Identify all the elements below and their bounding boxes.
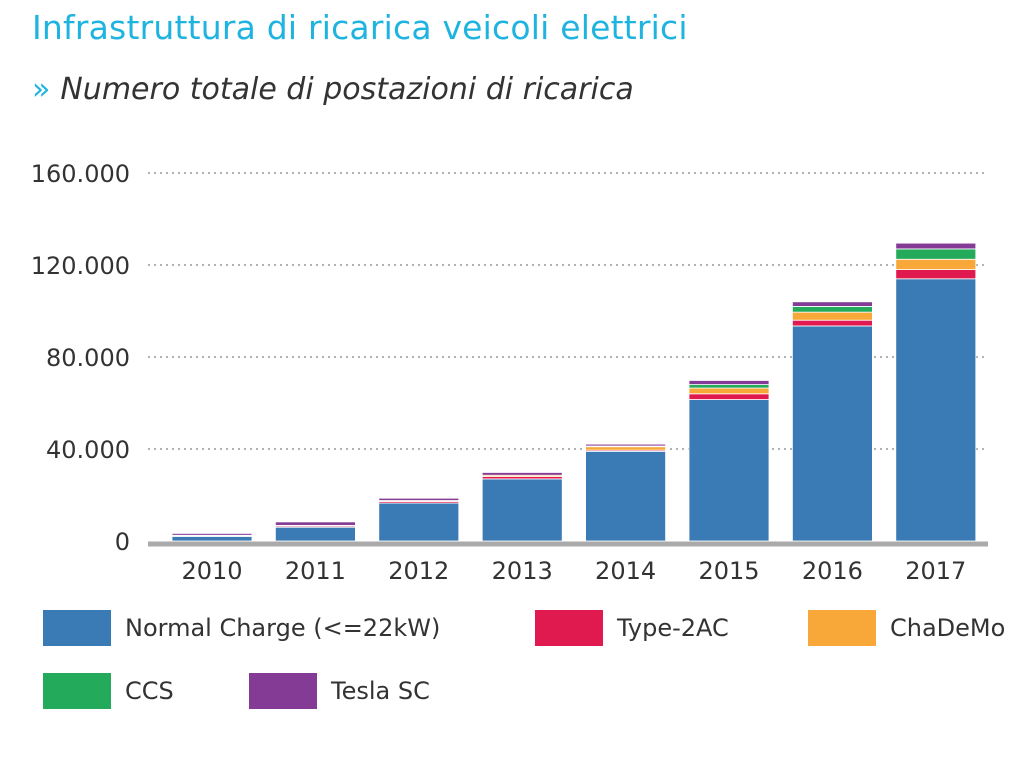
- bar-segment: [688, 384, 770, 389]
- bar-stack-2010: [171, 533, 253, 542]
- x-tick-label: 2015: [698, 557, 759, 585]
- legend-swatch: [43, 673, 111, 709]
- x-tick-label: 2014: [595, 557, 656, 585]
- bar-segment: [171, 533, 253, 536]
- bar-segment: [792, 311, 873, 321]
- bar-segment: [895, 269, 977, 280]
- bar-segment: [688, 399, 770, 542]
- subtitle-text: Numero totale di postazioni di ricarica: [60, 72, 634, 107]
- legend-label: Tesla SC: [331, 677, 430, 705]
- bar-segment: [378, 497, 460, 501]
- bar-segment: [481, 478, 563, 542]
- bar-stack-2016: [792, 301, 873, 542]
- page-subtitle: » Numero totale di postazioni di ricarica: [32, 72, 634, 107]
- bar-segment: [895, 258, 977, 270]
- bar-segment: [171, 536, 253, 542]
- legend-label: CCS: [125, 677, 174, 705]
- bar-segment: [688, 393, 770, 400]
- stacked-bar-chart: 0 40.000 80.000 120.000 160.000 2010 2011 2012…: [31, 160, 988, 585]
- y-tick-label: 80.000: [46, 344, 130, 372]
- legend-item: CCS: [43, 672, 174, 710]
- bar-segment: [378, 502, 460, 542]
- x-axis-tick-labels: 2010 2011 2012 2013 2014 2015 2016 2017: [181, 557, 966, 585]
- y-tick-label: 40.000: [46, 436, 130, 464]
- y-tick-label: 120.000: [31, 252, 130, 280]
- legend-item: Tesla SC: [249, 672, 430, 710]
- bar-segment: [274, 526, 356, 542]
- bar-stack-2015: [688, 380, 770, 542]
- bar-segment: [481, 472, 563, 476]
- bar-segment: [585, 450, 666, 542]
- bar-segment: [274, 521, 356, 526]
- page-title: Infrastruttura di ricarica veicoli elett…: [32, 8, 688, 47]
- legend-swatch: [808, 610, 876, 646]
- gridlines: [148, 172, 988, 450]
- x-tick-label: 2012: [388, 557, 449, 585]
- y-tick-label: 160.000: [31, 160, 130, 188]
- y-axis-tick-labels: 0 40.000 80.000 120.000 160.000: [31, 160, 130, 556]
- bar-segment: [792, 319, 873, 327]
- bar-stack-2013: [481, 472, 563, 542]
- bar-segment: [688, 380, 770, 385]
- legend-swatch: [249, 673, 317, 709]
- bar-stack-2011: [274, 521, 356, 542]
- bar-segment: [792, 305, 873, 313]
- bar-stack-2012: [378, 497, 460, 542]
- x-tick-label: 2010: [181, 557, 242, 585]
- bar-segment: [688, 387, 770, 395]
- bar-segment: [585, 446, 666, 451]
- legend-label: Type-2AC: [617, 614, 729, 642]
- legend-label: ChaDeMo: [890, 614, 1006, 642]
- bar-segment: [585, 443, 666, 447]
- bar-segment: [792, 325, 873, 542]
- legend-label: Normal Charge (<=22kW): [125, 614, 441, 642]
- bar-segment: [792, 301, 873, 307]
- bar-segment: [895, 242, 977, 250]
- x-tick-label: 2013: [492, 557, 553, 585]
- y-tick-label: 0: [115, 528, 130, 556]
- x-tick-label: 2017: [905, 557, 966, 585]
- bar-stack-2014: [585, 443, 666, 542]
- subtitle-marker: »: [32, 72, 51, 107]
- legend-item: ChaDeMo: [808, 609, 1005, 647]
- legend-item: Type-2AC: [535, 609, 729, 647]
- legend-item: Normal Charge (<=22kW): [43, 609, 440, 647]
- bar-stack-2017: [895, 242, 977, 542]
- bar-segment: [895, 248, 977, 260]
- bars: [171, 242, 977, 542]
- x-tick-label: 2016: [802, 557, 863, 585]
- legend-swatch: [43, 610, 111, 646]
- bar-segment: [895, 278, 977, 542]
- legend-swatch: [535, 610, 603, 646]
- x-tick-label: 2011: [285, 557, 346, 585]
